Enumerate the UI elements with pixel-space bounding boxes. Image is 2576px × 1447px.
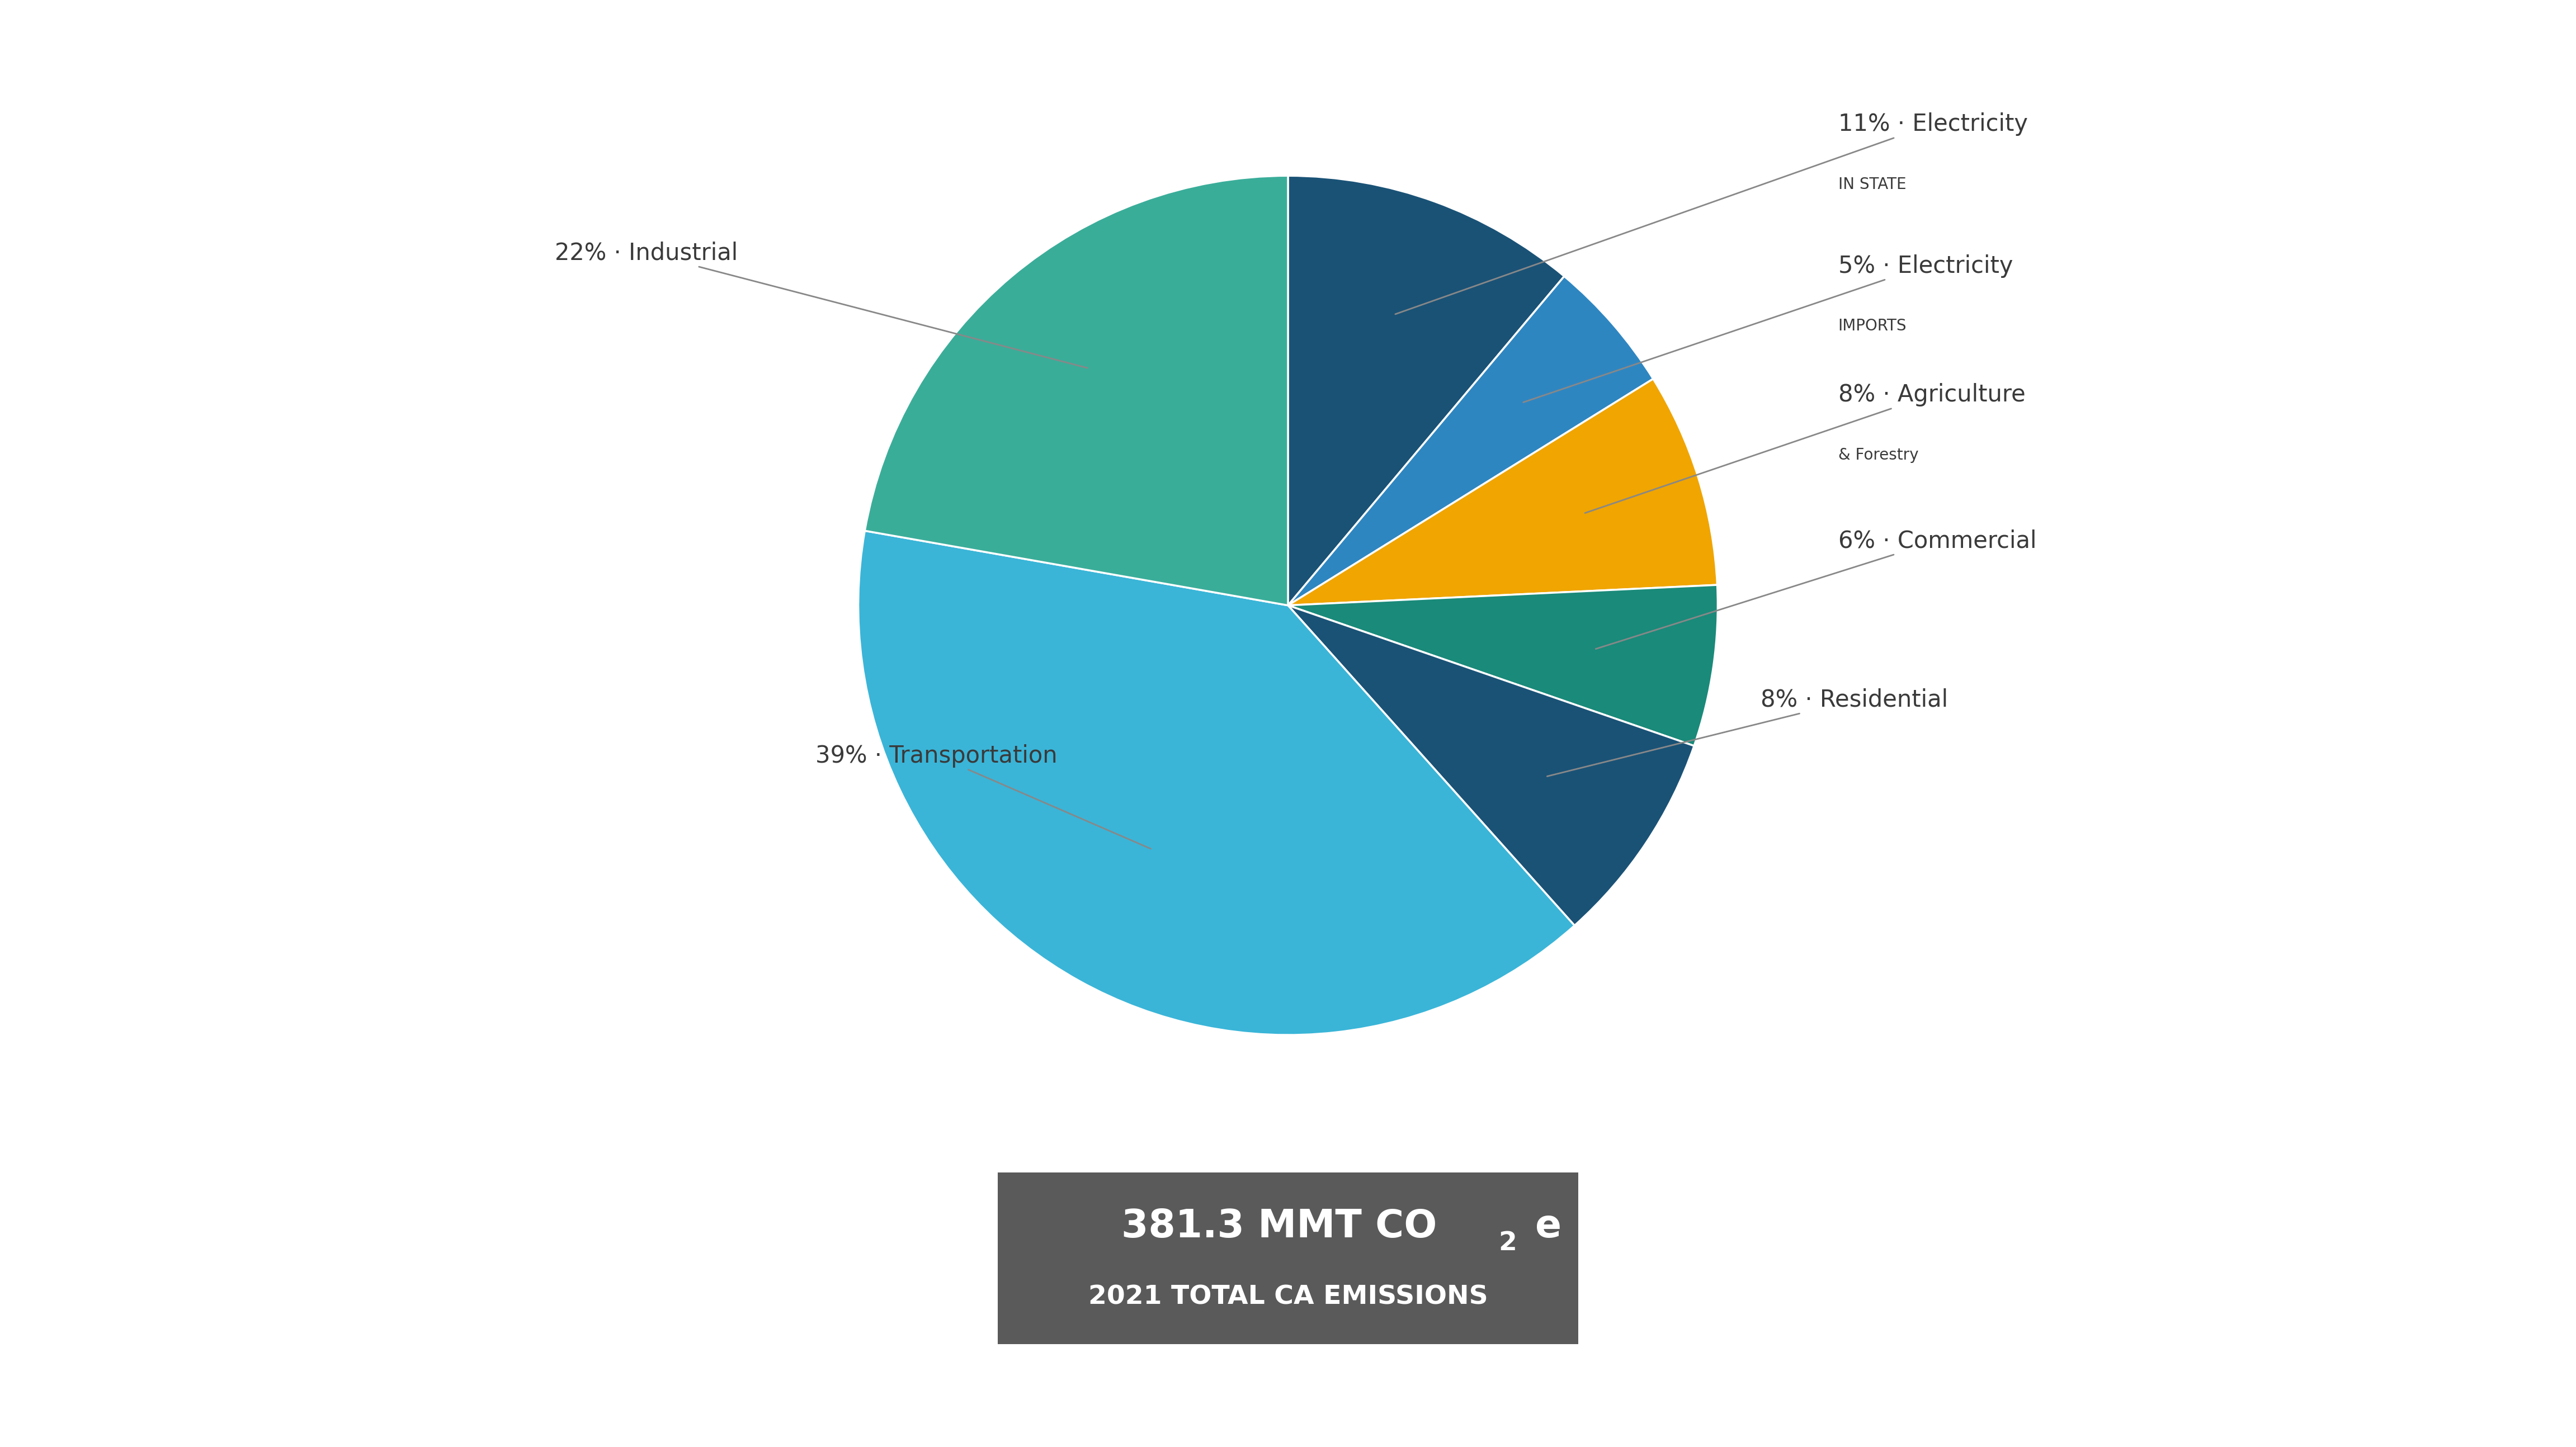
Text: 8% · Agriculture: 8% · Agriculture xyxy=(1584,383,2025,514)
Text: 5% · Electricity: 5% · Electricity xyxy=(1522,255,2012,402)
Text: 381.3 MMT CO: 381.3 MMT CO xyxy=(1121,1207,1437,1244)
Text: 2: 2 xyxy=(1499,1231,1517,1256)
Wedge shape xyxy=(1288,276,1654,605)
Text: 8% · Residential: 8% · Residential xyxy=(1548,689,1947,777)
Wedge shape xyxy=(866,175,1288,605)
Text: IN STATE: IN STATE xyxy=(1839,177,1906,192)
Wedge shape xyxy=(1288,175,1564,605)
Text: 6% · Commercial: 6% · Commercial xyxy=(1595,530,2035,648)
Text: & Forestry: & Forestry xyxy=(1839,447,1919,463)
Wedge shape xyxy=(858,531,1574,1035)
Text: 22% · Industrial: 22% · Industrial xyxy=(554,242,1087,368)
Text: 2021 TOTAL CA EMISSIONS: 2021 TOTAL CA EMISSIONS xyxy=(1087,1285,1489,1310)
Text: e: e xyxy=(1535,1207,1561,1244)
Text: 39% · Transportation: 39% · Transportation xyxy=(814,744,1151,849)
Wedge shape xyxy=(1288,605,1695,926)
FancyBboxPatch shape xyxy=(997,1172,1579,1344)
Text: IMPORTS: IMPORTS xyxy=(1839,318,1906,334)
Text: 11% · Electricity: 11% · Electricity xyxy=(1396,113,2027,314)
Wedge shape xyxy=(1288,379,1718,605)
Wedge shape xyxy=(1288,585,1718,745)
